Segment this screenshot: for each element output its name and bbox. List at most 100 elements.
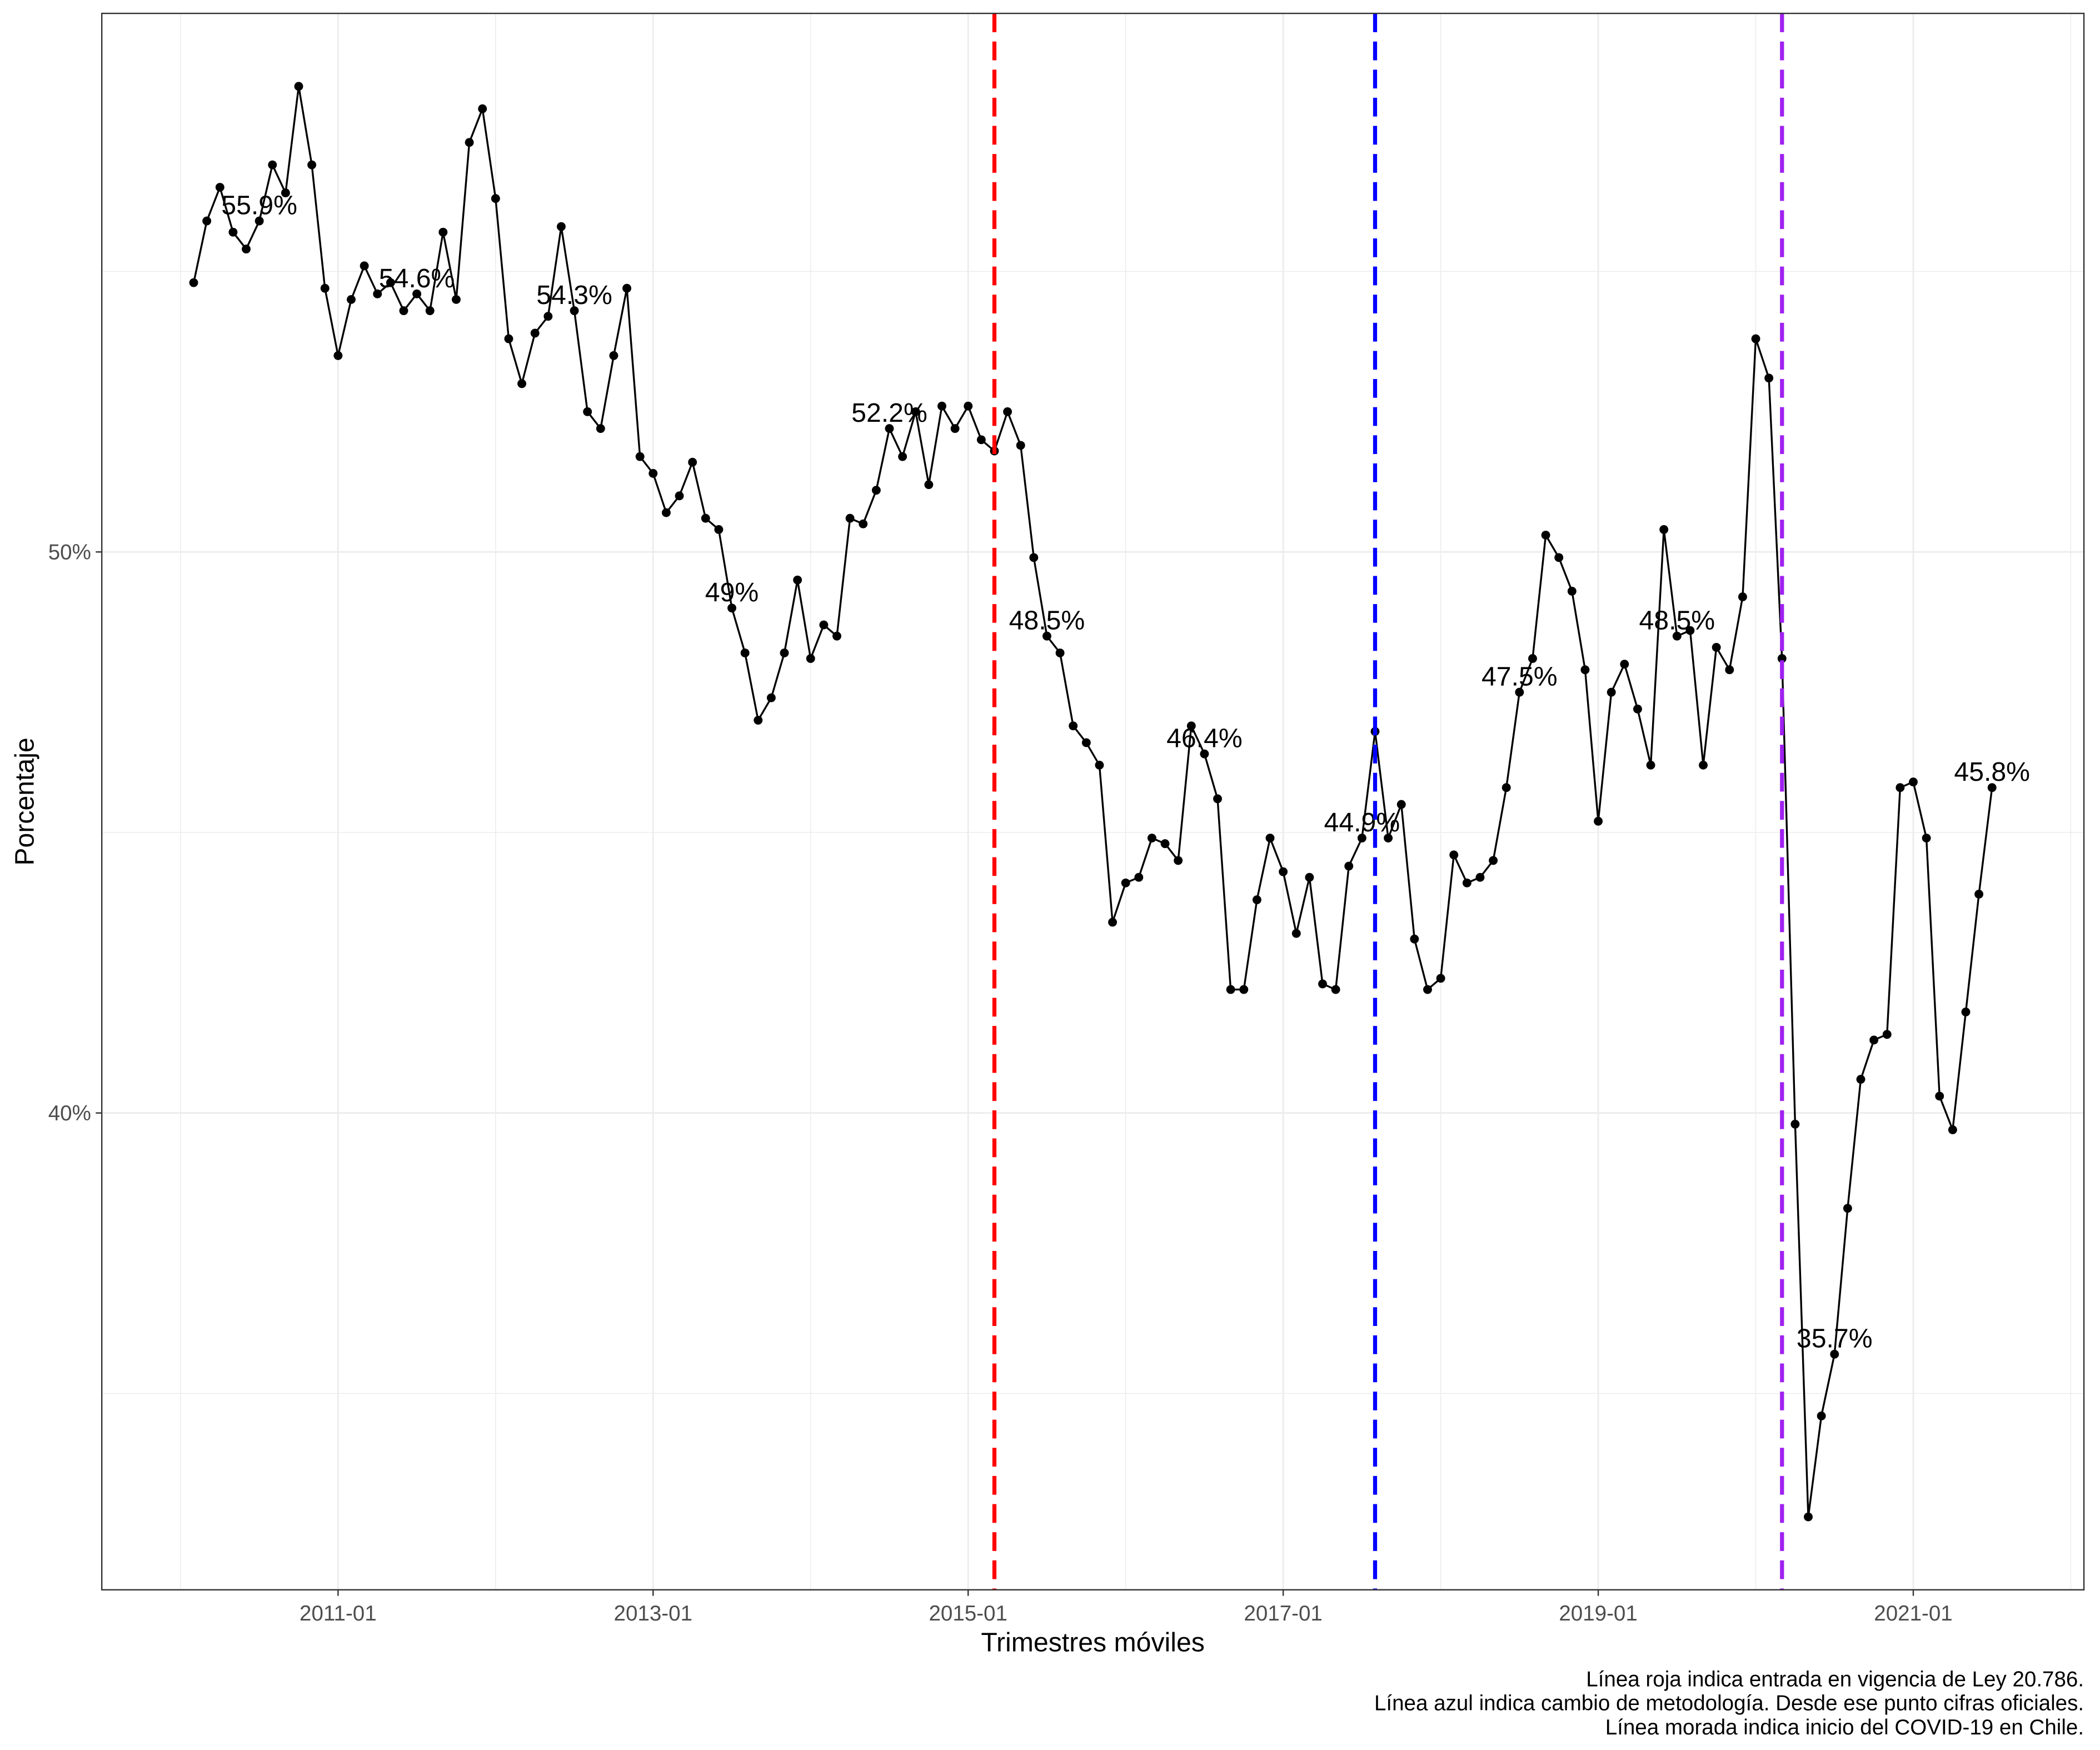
data-point: [425, 306, 435, 316]
data-point: [452, 295, 461, 304]
data-point: [556, 222, 566, 231]
caption-line-2: Línea azul indica cambio de metodología.…: [1374, 1692, 2084, 1716]
data-point: [517, 379, 527, 388]
data-point: [268, 160, 277, 169]
data-point: [1712, 642, 1721, 652]
data-point: [793, 575, 802, 585]
data-point: [714, 525, 724, 534]
data-point: [1029, 553, 1039, 562]
data-point: [898, 452, 907, 461]
data-point: [543, 312, 553, 321]
caption-line-1: Línea roja indica entrada en vigencia de…: [1586, 1667, 2084, 1691]
data-point: [1396, 800, 1406, 809]
data-point: [1055, 648, 1065, 657]
data-point: [635, 452, 645, 461]
x-tick-label: 2021-01: [1874, 1602, 1952, 1626]
data-point: [1318, 979, 1327, 989]
x-tick-label: 2017-01: [1244, 1602, 1322, 1626]
data-point: [1502, 783, 1511, 792]
data-point: [1489, 856, 1498, 865]
data-point: [1528, 654, 1537, 663]
data-point: [661, 508, 671, 517]
data-label: 44.9%: [1324, 807, 1400, 837]
data-point: [294, 82, 303, 91]
data-point: [333, 351, 343, 360]
data-point: [1922, 834, 1931, 842]
data-point: [1423, 985, 1432, 994]
data-point: [1042, 631, 1051, 641]
data-point: [1384, 834, 1393, 842]
data-point: [347, 295, 356, 304]
data-point: [1252, 895, 1261, 905]
data-point: [1279, 867, 1288, 876]
data-point: [1305, 872, 1314, 882]
data-point: [1095, 760, 1104, 770]
data-point: [504, 334, 513, 343]
data-point: [832, 631, 841, 641]
data-point: [570, 306, 579, 316]
data-point: [255, 216, 264, 226]
data-point: [399, 306, 408, 316]
data-point: [1646, 760, 1655, 770]
data-label: 47.5%: [1482, 662, 1558, 692]
data-point: [885, 424, 894, 433]
data-point: [1987, 783, 1997, 792]
x-tick-label: 2015-01: [929, 1602, 1007, 1626]
data-point: [964, 401, 973, 411]
x-tick-label: 2019-01: [1559, 1602, 1637, 1626]
x-tick-label: 2013-01: [614, 1602, 692, 1626]
axes: 2011-01 2013-01 2015-01 2017-01 2019-01 2021-…: [48, 540, 1953, 1626]
data-point: [1436, 974, 1445, 983]
data-point: [1134, 872, 1144, 882]
series-layer: [189, 82, 1997, 1522]
data-point: [1069, 721, 1078, 731]
data-point: [727, 604, 736, 613]
data-point: [1344, 861, 1354, 871]
x-axis-title: Trimestres móviles: [981, 1628, 1205, 1658]
data-point: [202, 216, 212, 226]
data-point: [1659, 525, 1669, 534]
data-point: [1843, 1204, 1852, 1213]
data-point: [1567, 586, 1577, 596]
data-label: 35.7%: [1797, 1324, 1873, 1354]
data-point: [1830, 1349, 1839, 1359]
data-point: [1751, 334, 1760, 343]
data-point: [1699, 760, 1708, 770]
data-point: [754, 716, 763, 725]
data-point: [1515, 687, 1524, 697]
data-label: 45.8%: [1954, 757, 2030, 787]
plot-panel-border: [101, 12, 2085, 1591]
data-point: [360, 261, 369, 271]
data-label: 54.3%: [536, 280, 612, 310]
data-point: [871, 486, 881, 495]
caption-line-3: Línea morada indica inicio del COVID-19 …: [1605, 1716, 2084, 1739]
data-label: 52.2%: [851, 398, 927, 428]
data-point: [1633, 704, 1642, 714]
data-point: [924, 480, 934, 490]
data-point: [1882, 1030, 1892, 1039]
data-point: [478, 104, 487, 113]
data-point: [1725, 665, 1734, 675]
data-point: [622, 283, 631, 293]
data-point: [228, 227, 238, 237]
data-point: [320, 283, 330, 293]
data-point: [780, 648, 789, 657]
data-point: [1239, 985, 1249, 994]
data-point: [976, 435, 986, 445]
data-label: 54.6%: [379, 263, 455, 293]
data-point: [1790, 1119, 1800, 1129]
data-point: [1856, 1075, 1865, 1084]
data-point: [1108, 918, 1118, 927]
data-label: 48.5%: [1639, 606, 1715, 636]
data-label: 55.9%: [221, 191, 297, 221]
data-point: [1200, 749, 1209, 759]
data-point: [1541, 530, 1550, 540]
data-point: [1738, 592, 1747, 601]
data-point: [1817, 1411, 1826, 1420]
data-point: [1462, 878, 1472, 888]
data-point: [950, 424, 960, 433]
data-point: [1121, 878, 1130, 888]
data-point: [596, 424, 605, 433]
data-point: [688, 457, 697, 467]
